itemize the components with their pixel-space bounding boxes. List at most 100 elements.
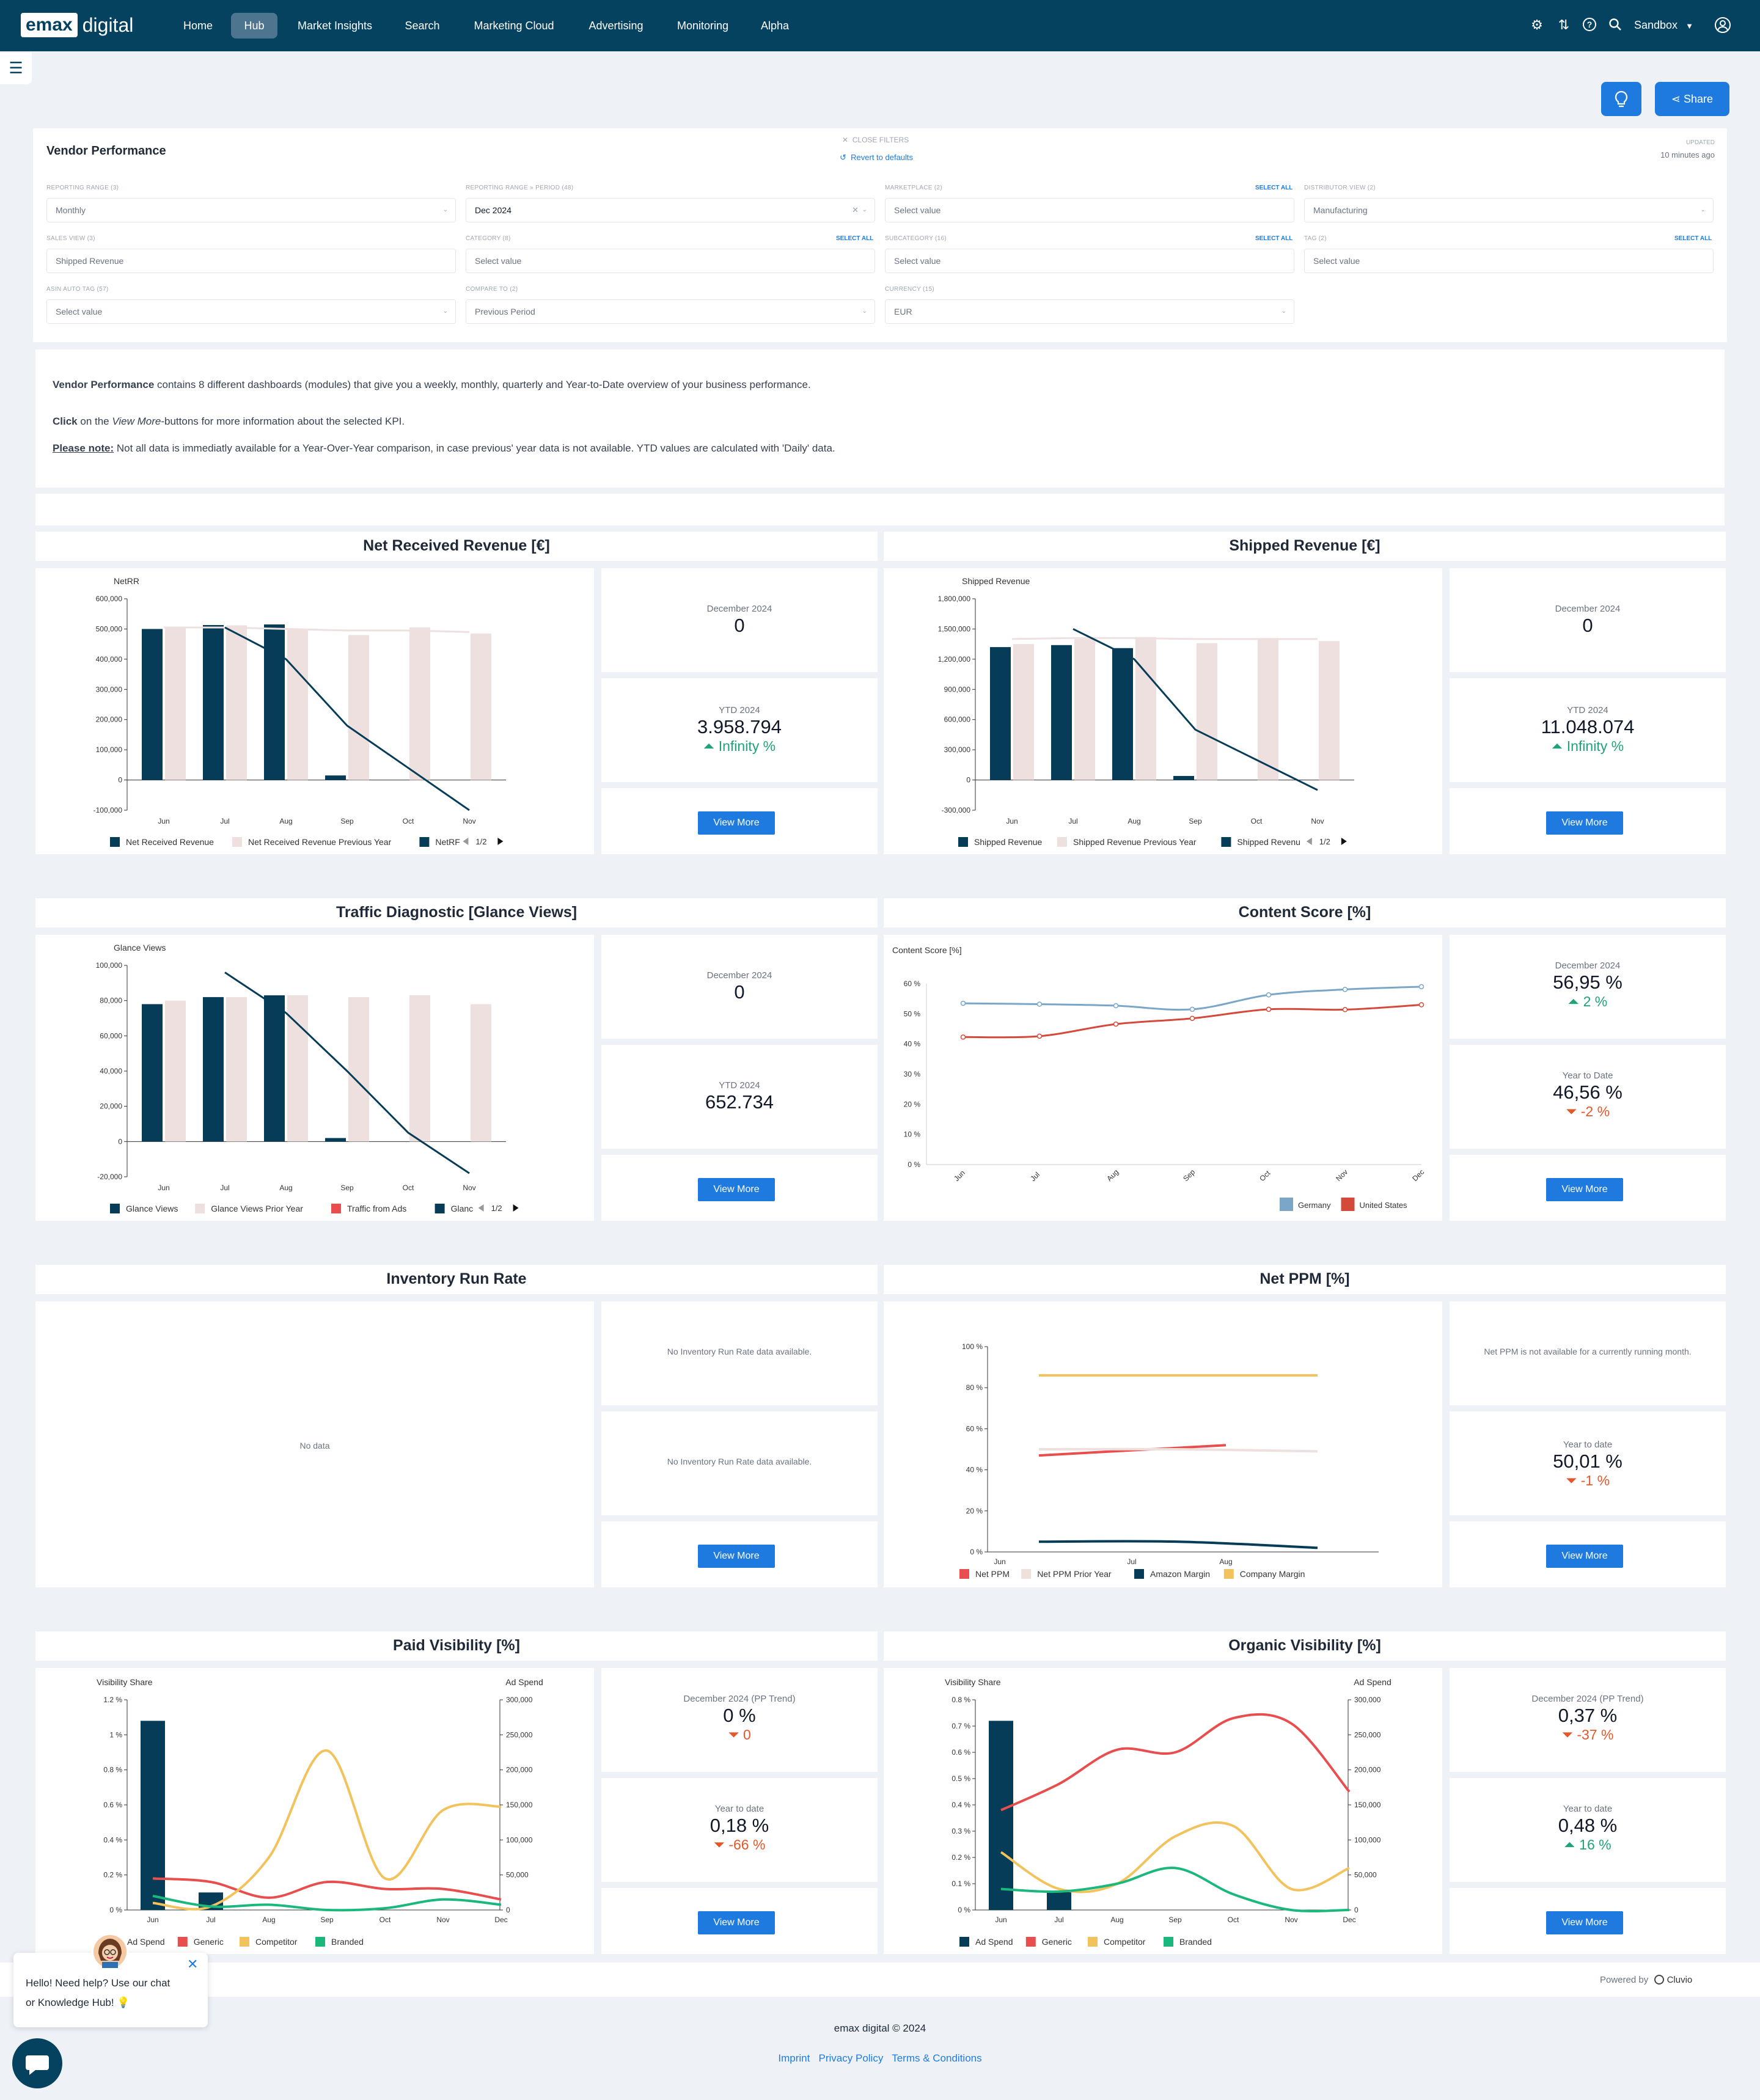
legend-label: Generic bbox=[1042, 1937, 1072, 1947]
revert-label: Revert to defaults bbox=[851, 153, 914, 162]
search-icon[interactable] bbox=[1607, 17, 1623, 33]
nav-alpha[interactable]: Alpha bbox=[760, 20, 790, 32]
traffic-chart-card: Glance Views 100,000 80,000 60,000 40,000 20,… bbox=[35, 935, 594, 1221]
bar-glance-views-prior-year bbox=[471, 1004, 491, 1142]
prev-year-line bbox=[164, 626, 470, 633]
traffic-view-more-card: View More bbox=[601, 1155, 878, 1221]
x-tick-label: Oct bbox=[1258, 1169, 1272, 1184]
account-selector[interactable]: Sandbox ▼ bbox=[1634, 17, 1693, 34]
chat-launcher-button[interactable] bbox=[12, 2038, 62, 2088]
emax-digital-logo[interactable]: emax digital bbox=[21, 12, 133, 38]
revert-defaults-link[interactable]: ↺ Revert to defaults bbox=[840, 153, 913, 163]
arrow-down-icon: ⏷ bbox=[1565, 1473, 1577, 1488]
compare-to-value: Previous Period bbox=[475, 307, 535, 316]
y2-tick-label: 50,000 bbox=[506, 1871, 529, 1879]
kpi-delta-value: -2 % bbox=[1580, 1103, 1610, 1119]
kpi-value: 0 bbox=[1582, 615, 1593, 636]
category-select[interactable]: Select value bbox=[466, 249, 875, 273]
chart-y-title: NetRR bbox=[114, 576, 139, 586]
legend-swatch bbox=[177, 1937, 188, 1947]
marketplace-select[interactable]: Select value bbox=[885, 198, 1294, 222]
chart-y-title: Glance Views bbox=[114, 943, 166, 953]
tag-select-all[interactable]: SELECT ALL bbox=[1674, 235, 1712, 242]
share-button[interactable]: ⋖ Share bbox=[1655, 82, 1729, 116]
bar-glance-views bbox=[142, 1004, 163, 1142]
y-tick-label: 600,000 bbox=[944, 715, 971, 724]
view-more-button[interactable]: View More bbox=[1546, 811, 1623, 835]
tag-select[interactable]: Select value bbox=[1304, 249, 1714, 273]
content-title: Content Score [%] bbox=[884, 898, 1726, 927]
y-axis-title: Visibility Share bbox=[945, 1677, 1001, 1687]
x-tick-label: Nov bbox=[436, 1915, 449, 1924]
nav-marketing-cloud[interactable]: Marketing Cloud bbox=[474, 20, 554, 32]
privacy-policy-link[interactable]: Privacy Policy bbox=[818, 2052, 884, 2064]
imprint-link[interactable]: Imprint bbox=[778, 2052, 810, 2064]
reporting-period-select[interactable]: Dec 2024 ✕ ⌄ bbox=[466, 198, 875, 222]
x-tick-label: Sep bbox=[320, 1915, 334, 1924]
nav-advertising[interactable]: Advertising bbox=[588, 20, 644, 32]
x-tick-label: Sep bbox=[1181, 1168, 1197, 1183]
bar-net-received-revenue-previous-year bbox=[471, 633, 491, 780]
legend-label: Glanc bbox=[451, 1204, 474, 1213]
x-tick-label: Dec bbox=[1343, 1915, 1355, 1924]
chat-bubble-icon bbox=[26, 2055, 49, 2075]
y-axis-title: Visibility Share bbox=[97, 1677, 153, 1687]
compare-to-select[interactable]: Previous Period ⌄ bbox=[466, 299, 875, 324]
nav-home[interactable]: Home bbox=[183, 20, 213, 32]
category-select-all[interactable]: SELECT ALL bbox=[836, 235, 874, 242]
view-more-button[interactable]: View More bbox=[1546, 1911, 1623, 1934]
view-more-button[interactable]: View More bbox=[1546, 1545, 1623, 1568]
close-chat-icon[interactable]: ✕ bbox=[187, 1956, 199, 1972]
y-tick-label: 0.6 % bbox=[103, 1801, 122, 1809]
x-tick-label: Jul bbox=[1127, 1557, 1136, 1566]
bar-glance-views bbox=[264, 995, 285, 1142]
bar-glance-views bbox=[325, 1138, 346, 1142]
terms-link[interactable]: Terms & Conditions bbox=[892, 2052, 982, 2064]
info-line-3: Please note: Not all data is immediatly … bbox=[53, 442, 835, 455]
view-more-button[interactable]: View More bbox=[1546, 1178, 1623, 1201]
view-more-button[interactable]: View More bbox=[698, 1545, 775, 1568]
pager-next-icon bbox=[1341, 838, 1347, 845]
subcategory-select-all[interactable]: SELECT ALL bbox=[1255, 235, 1293, 242]
bar-net-received-revenue bbox=[142, 629, 163, 780]
shipped-kpi-ytd: YTD 2024 11.048.074 ⏶ Infinity % bbox=[1450, 678, 1726, 782]
settings-gear-icon[interactable]: ⚙ bbox=[1531, 17, 1543, 32]
reporting-range-label: REPORTING RANGE (3) bbox=[46, 185, 119, 191]
pager-next-icon bbox=[497, 838, 504, 845]
nav-hub[interactable]: Hub bbox=[231, 13, 277, 38]
clear-icon[interactable]: ✕ bbox=[852, 205, 859, 214]
bar-net-received-revenue-previous-year bbox=[165, 627, 186, 780]
legend-swatch bbox=[232, 837, 242, 847]
view-more-button[interactable]: View More bbox=[698, 811, 775, 835]
powered-by[interactable]: Powered by Cluvio bbox=[1600, 1975, 1692, 1985]
nav-monitoring[interactable]: Monitoring bbox=[676, 20, 729, 32]
asin-auto-tag-label: ASIN AUTO TAG (57) bbox=[46, 286, 109, 293]
asin-auto-tag-select[interactable]: Select value ⌄ bbox=[46, 299, 456, 324]
view-more-button[interactable]: View More bbox=[698, 1911, 775, 1934]
x-tick-label: Oct bbox=[403, 817, 414, 825]
user-profile-icon[interactable] bbox=[1715, 17, 1731, 33]
nav-market-insights[interactable]: Market Insights bbox=[297, 20, 373, 32]
help-question-icon[interactable]: ? bbox=[1582, 17, 1597, 33]
view-more-button[interactable]: View More bbox=[698, 1178, 775, 1201]
kpi-value: 0,37 % bbox=[1558, 1705, 1618, 1726]
y-tick-label: 40,000 bbox=[100, 1067, 122, 1075]
y-tick-label: 1,200,000 bbox=[938, 655, 971, 664]
sort-arrows-icon[interactable]: ⇅ bbox=[1558, 17, 1570, 32]
bar-net-received-revenue bbox=[264, 624, 285, 780]
close-filters-button[interactable]: ✕ CLOSE FILTERS bbox=[842, 136, 909, 144]
y-tick-label: 0.1 % bbox=[952, 1879, 970, 1888]
traffic-title: Traffic Diagnostic [Glance Views] bbox=[35, 898, 878, 927]
subcategory-select[interactable]: Select value bbox=[885, 249, 1294, 273]
distributor-view-select[interactable]: Manufacturing ⌄ bbox=[1304, 198, 1714, 222]
insights-lightbulb-button[interactable] bbox=[1601, 82, 1641, 116]
sales-view-select[interactable]: Shipped Revenue bbox=[46, 249, 456, 273]
marketplace-select-all[interactable]: SELECT ALL bbox=[1255, 185, 1293, 191]
reporting-range-select[interactable]: Monthly ⌄ bbox=[46, 198, 456, 222]
currency-select[interactable]: EUR ⌄ bbox=[885, 299, 1294, 324]
sidebar-toggle-list-icon[interactable]: ☰ bbox=[0, 53, 32, 84]
paid-title: Paid Visibility [%] bbox=[35, 1631, 878, 1661]
share-icon: ⋖ bbox=[1671, 93, 1681, 105]
nav-search[interactable]: Search bbox=[405, 20, 440, 32]
kpi-value: 0 bbox=[734, 615, 745, 636]
